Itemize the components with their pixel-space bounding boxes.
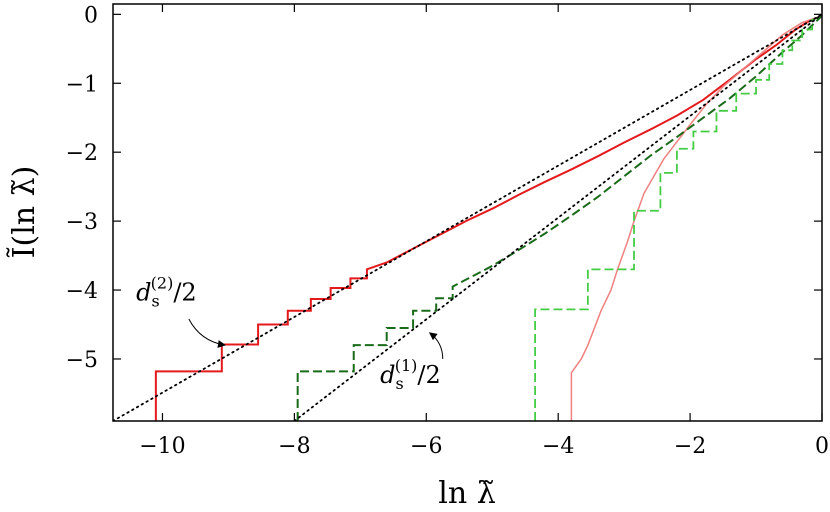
- annotation-arrow-1: [188, 318, 226, 348]
- x-tick-label: −10: [139, 434, 185, 459]
- plot-frame: [112, 3, 823, 422]
- series-line-1: [154, 14, 822, 421]
- y-tick-label: −4: [66, 279, 98, 304]
- series-line-2: [570, 15, 822, 421]
- y-tick-label: −5: [66, 348, 98, 373]
- annotation-arrow-2: [428, 332, 444, 359]
- x-tick-label: −6: [410, 434, 442, 459]
- annotation-label-1: ds(2)/2: [136, 273, 197, 310]
- x-tick-label: −8: [278, 434, 310, 459]
- x-axis-title: ln λ̃: [438, 476, 495, 511]
- x-tick-label: −4: [542, 434, 574, 459]
- y-tick-label: 0: [84, 3, 98, 28]
- y-axis-title: Ĩ(ln λ̃): [6, 166, 42, 259]
- x-tick-label: 0: [815, 434, 829, 459]
- series-line-4: [534, 14, 822, 421]
- annotations-layer: ds(2)/2 ds(1)/2: [136, 273, 444, 393]
- y-tick-label: −2: [66, 141, 98, 166]
- series-line-6: [293, 13, 822, 421]
- x-tick-label: −2: [674, 434, 706, 459]
- y-tick-label: −3: [66, 210, 98, 235]
- series-line-5: [113, 13, 822, 421]
- ticks-layer: −10 −8 −6 −4 −2 0 0 −1 −2 −3 −4 −5: [66, 3, 829, 459]
- series-layer: [113, 13, 822, 421]
- y-tick-label: −1: [66, 72, 98, 97]
- series-line-3: [296, 15, 822, 421]
- annotation-label-2: ds(1)/2: [380, 356, 441, 393]
